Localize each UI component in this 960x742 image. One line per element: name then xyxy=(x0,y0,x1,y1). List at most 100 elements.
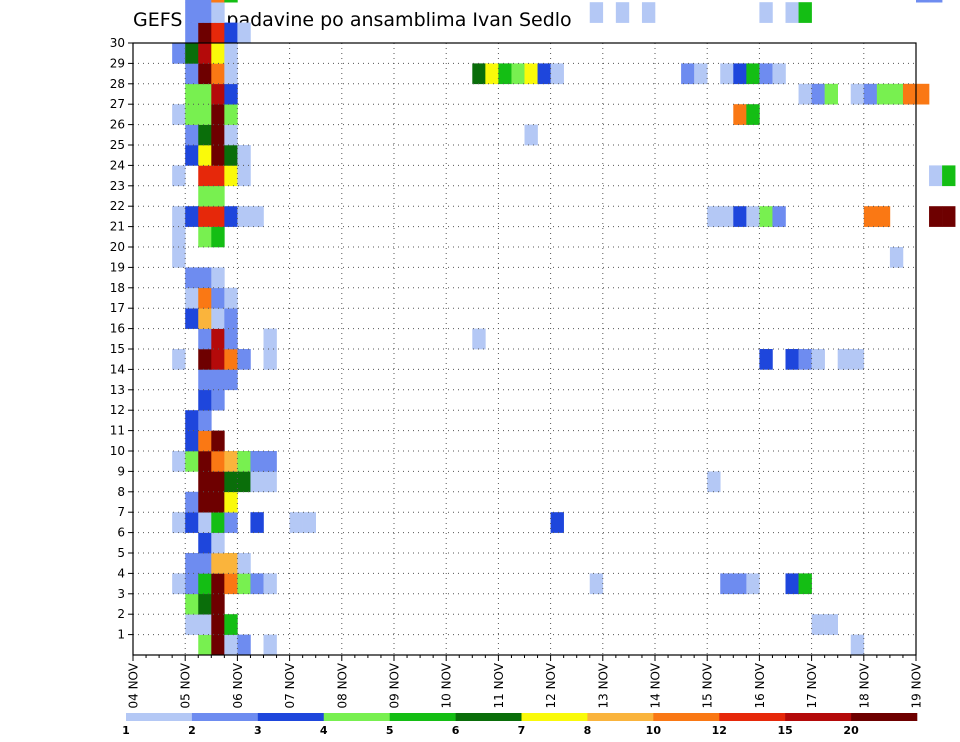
heatmap-cell xyxy=(224,124,238,146)
heatmap-cell xyxy=(798,2,812,23)
heatmap-cell xyxy=(211,451,225,472)
heatmap-cell xyxy=(641,2,656,23)
heatmap-cell xyxy=(224,369,238,391)
heatmap-cell xyxy=(198,389,212,411)
heatmap-cell xyxy=(224,328,238,350)
heatmap-cell xyxy=(185,287,199,309)
heatmap-cell xyxy=(172,349,186,370)
heatmap-cell xyxy=(198,410,212,431)
heatmap-cell xyxy=(198,308,212,329)
heatmap-cell xyxy=(929,0,943,3)
heatmap-cell xyxy=(942,165,956,187)
x-tick-label: 19 NOV xyxy=(910,662,924,708)
heatmap-cell xyxy=(185,83,199,105)
heatmap-cell xyxy=(185,553,199,574)
heatmap-cell xyxy=(224,206,238,227)
heatmap-cell xyxy=(211,226,225,248)
heatmap-cell xyxy=(198,369,212,391)
heatmap-cell xyxy=(198,451,212,472)
heatmap-cell xyxy=(720,573,734,595)
heatmap-cell xyxy=(524,63,538,85)
heatmap-cell xyxy=(224,491,238,513)
y-tick-label: 17 xyxy=(110,301,125,315)
heatmap-cell xyxy=(211,573,225,595)
heatmap-cell xyxy=(185,43,199,64)
heatmap-cell xyxy=(811,83,825,105)
y-tick-label: 12 xyxy=(110,403,125,417)
y-tick-label: 13 xyxy=(110,383,125,397)
heatmap-cell xyxy=(263,471,277,493)
heatmap-cell xyxy=(237,451,251,472)
heatmap-cell xyxy=(198,43,212,64)
heatmap-cell xyxy=(472,328,486,350)
heatmap-cell xyxy=(707,471,721,493)
heatmap-cell xyxy=(250,573,264,595)
heatmap-cell xyxy=(185,2,199,23)
colorbar-label: 7 xyxy=(518,724,526,737)
heatmap-cell xyxy=(198,124,212,146)
heatmap-cell xyxy=(172,226,186,248)
y-tick-label: 15 xyxy=(110,342,125,356)
y-tick-label: 1 xyxy=(117,628,125,642)
x-tick-label: 10 NOV xyxy=(440,662,454,708)
colorbar-swatch xyxy=(851,713,918,721)
heatmap-cell xyxy=(302,512,316,533)
heatmap-cell xyxy=(224,553,238,574)
heatmap-cell xyxy=(902,83,917,105)
heatmap-cell xyxy=(211,614,225,635)
heatmap-cell xyxy=(263,573,277,595)
y-tick-label: 27 xyxy=(110,97,125,111)
heatmap-cell xyxy=(524,124,538,146)
x-tick-label: 04 NOV xyxy=(127,662,141,708)
heatmap-cell xyxy=(237,471,251,493)
heatmap-cell xyxy=(185,145,199,166)
heatmap-cell xyxy=(250,471,264,493)
heatmap-cell xyxy=(198,226,212,248)
heatmap-cell xyxy=(198,614,212,635)
x-tick-label: 14 NOV xyxy=(649,662,663,708)
x-tick-label: 06 NOV xyxy=(231,662,245,708)
heatmap-cell xyxy=(198,573,212,595)
heatmap-cell xyxy=(224,43,238,64)
heatmap-cell xyxy=(198,22,212,44)
heatmap-cell xyxy=(694,63,708,85)
colorbar-label: 12 xyxy=(712,724,727,737)
heatmap-cell xyxy=(759,63,773,85)
heatmap-cell xyxy=(759,349,773,370)
heatmap-cell xyxy=(289,512,303,533)
heatmap-cell xyxy=(916,83,930,105)
heatmap-cell xyxy=(211,369,225,391)
heatmap-cell xyxy=(746,63,760,85)
heatmap-cell xyxy=(785,349,799,370)
heatmap-cell xyxy=(237,573,251,595)
y-tick-label: 20 xyxy=(110,240,125,254)
grid-lines xyxy=(133,43,916,655)
heatmap-cell xyxy=(224,22,238,44)
heatmap-cell xyxy=(198,471,212,493)
heatmap-cell xyxy=(185,63,199,85)
heatmap-cell xyxy=(224,83,238,105)
heatmap-cell xyxy=(811,349,825,370)
heatmap-cell xyxy=(198,532,212,554)
heatmap-cell xyxy=(824,614,838,635)
y-tick-label: 10 xyxy=(110,444,125,458)
heatmap-cell xyxy=(224,512,238,533)
heatmap-cell xyxy=(185,124,199,146)
heatmap-cell xyxy=(198,634,212,656)
heatmap-cell xyxy=(250,512,264,533)
heatmap-cell xyxy=(198,430,212,452)
y-tick-label: 25 xyxy=(110,138,125,152)
heatmap-cell xyxy=(798,83,812,105)
heatmap-cell xyxy=(185,593,199,615)
heatmap-cell xyxy=(211,512,225,533)
heatmap-cell xyxy=(185,22,199,44)
colorbar-swatch xyxy=(126,713,193,721)
y-tick-label: 2 xyxy=(117,607,125,621)
y-tick-label: 4 xyxy=(117,566,125,580)
x-tick-label: 18 NOV xyxy=(857,662,871,708)
heatmap-cell xyxy=(224,573,238,595)
colorbar-label: 10 xyxy=(646,724,662,737)
heatmap-cell xyxy=(198,328,212,350)
heatmap-cell xyxy=(224,104,238,125)
